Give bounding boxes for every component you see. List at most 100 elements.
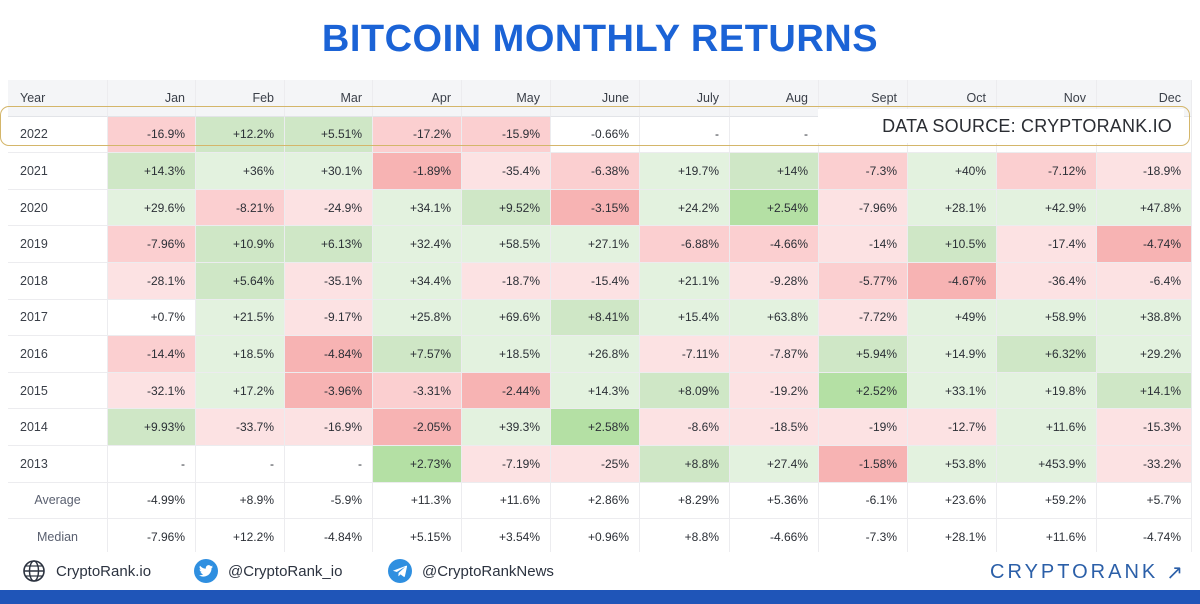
return-cell: -18.5% xyxy=(730,409,819,446)
return-cell: -28.1% xyxy=(108,263,196,300)
year-cell: 2018 xyxy=(8,263,108,300)
return-cell: +29.2% xyxy=(1097,336,1192,373)
return-cell: -14% xyxy=(819,226,908,263)
return-cell: -4.66% xyxy=(730,226,819,263)
return-cell: -8.21% xyxy=(196,189,285,227)
table-row: 2020 +29.6% -8.21% -24.9% +34.1% +9.52% -3.15%… xyxy=(8,189,1192,227)
column-header-mar: Mar xyxy=(285,80,373,117)
return-cell: -7.12% xyxy=(997,153,1097,190)
return-cell: +14.3% xyxy=(108,153,196,190)
return-cell: -7.19% xyxy=(462,446,551,483)
table-row: 2015 -32.1% +17.2% -3.96% -3.31% -2.44% +14.3%… xyxy=(8,372,1192,410)
return-cell: +49% xyxy=(908,299,997,337)
return-cell: -12.7% xyxy=(908,409,997,446)
return-cell: - xyxy=(285,446,373,483)
return-cell: +5.94% xyxy=(819,336,908,373)
return-cell: +29.6% xyxy=(108,189,196,227)
summary-cell: -7.3% xyxy=(819,519,908,556)
summary-cell: +28.1% xyxy=(908,519,997,556)
summary-cell: -4.99% xyxy=(108,482,196,520)
return-cell: +10.9% xyxy=(196,226,285,263)
return-cell: -7.87% xyxy=(730,336,819,373)
table-row: 2019 -7.96% +10.9% +6.13% +32.4% +58.5% +27.1%… xyxy=(8,226,1192,263)
return-cell: +8.41% xyxy=(551,299,640,337)
return-cell: -17.2% xyxy=(373,116,462,154)
return-cell: -9.28% xyxy=(730,263,819,300)
year-cell: 2021 xyxy=(8,153,108,190)
table-row: 2013- - - +2.73% -7.19% -25% +8.8% +27.4% -1.58%… xyxy=(8,446,1192,483)
return-cell: +7.57% xyxy=(373,336,462,373)
return-cell: -18.7% xyxy=(462,263,551,300)
return-cell: -19.2% xyxy=(730,372,819,410)
year-cell: 2016 xyxy=(8,336,108,373)
return-cell: +18.5% xyxy=(462,336,551,373)
return-cell: +5.64% xyxy=(196,263,285,300)
return-cell: -1.89% xyxy=(373,153,462,190)
return-cell: +5.51% xyxy=(285,116,373,154)
return-cell: -0.66% xyxy=(551,116,640,154)
return-cell: - xyxy=(640,116,730,154)
return-cell: -3.31% xyxy=(373,372,462,410)
return-cell: +2.58% xyxy=(551,409,640,446)
return-cell: -2.44% xyxy=(462,372,551,410)
return-cell: +6.32% xyxy=(997,336,1097,373)
return-cell: - xyxy=(108,446,196,483)
return-cell: +42.9% xyxy=(997,189,1097,227)
return-cell: +10.5% xyxy=(908,226,997,263)
return-cell: -35.4% xyxy=(462,153,551,190)
return-cell: +27.1% xyxy=(551,226,640,263)
return-cell: -35.1% xyxy=(285,263,373,300)
return-cell: +39.3% xyxy=(462,409,551,446)
return-cell: -33.2% xyxy=(1097,446,1192,483)
return-cell: +36% xyxy=(196,153,285,190)
return-cell: +15.4% xyxy=(640,299,730,337)
summary-cell: +3.54% xyxy=(462,519,551,556)
return-cell: -4.74% xyxy=(1097,226,1192,263)
return-cell: +19.8% xyxy=(997,372,1097,410)
footer-telegram-label: @CryptoRankNews xyxy=(422,562,554,580)
return-cell: +69.6% xyxy=(462,299,551,337)
data-source-note: DATA SOURCE: CRYPTORANK.IO xyxy=(818,109,1184,143)
return-cell: +63.8% xyxy=(730,299,819,337)
return-cell: -16.9% xyxy=(108,116,196,154)
return-cell: -9.17% xyxy=(285,299,373,337)
summary-cell: +8.9% xyxy=(196,482,285,520)
return-cell: +26.8% xyxy=(551,336,640,373)
footer-telegram[interactable]: @CryptoRankNews xyxy=(388,557,554,585)
summary-cell: +23.6% xyxy=(908,482,997,520)
footer-twitter[interactable]: @CryptoRank_io xyxy=(194,557,342,585)
return-cell: +14.3% xyxy=(551,372,640,410)
table-row: 2021 +14.3% +36% +30.1% -1.89% -35.4% -6.38% +1… xyxy=(8,153,1192,190)
column-header-june: June xyxy=(551,80,640,117)
brand-logo[interactable]: CRYPTORANK ↗ xyxy=(990,560,1186,585)
summary-row-average: Average -4.99% +8.9% -5.9% +11.3% +11.6% +2.86… xyxy=(8,482,1192,520)
return-cell: -14.4% xyxy=(108,336,196,373)
summary-cell: +12.2% xyxy=(196,519,285,556)
return-cell: - xyxy=(196,446,285,483)
year-cell: 2015 xyxy=(8,372,108,410)
return-cell: +21.5% xyxy=(196,299,285,337)
return-cell: +453.9% xyxy=(997,446,1097,483)
return-cell: -2.05% xyxy=(373,409,462,446)
return-cell: -32.1% xyxy=(108,372,196,410)
footer-website[interactable]: CryptoRank.io xyxy=(22,557,151,585)
return-cell: +34.4% xyxy=(373,263,462,300)
table-row: 2017 +0.7% +21.5% -9.17% +25.8% +69.6% +8.41% +… xyxy=(8,299,1192,337)
return-cell: +17.2% xyxy=(196,372,285,410)
column-header-may: May xyxy=(462,80,551,117)
return-cell: +2.54% xyxy=(730,189,819,227)
return-cell: +32.4% xyxy=(373,226,462,263)
return-cell: -5.77% xyxy=(819,263,908,300)
return-cell: -1.58% xyxy=(819,446,908,483)
return-cell: -7.96% xyxy=(819,189,908,227)
brand-wordmark: CRYPTORANK xyxy=(990,561,1159,583)
return-cell: - xyxy=(730,116,819,154)
year-cell: 2020 xyxy=(8,189,108,227)
return-cell: +28.1% xyxy=(908,189,997,227)
year-cell: 2019 xyxy=(8,226,108,263)
return-cell: -6.4% xyxy=(1097,263,1192,300)
return-cell: +9.93% xyxy=(108,409,196,446)
return-cell: +30.1% xyxy=(285,153,373,190)
return-cell: +58.9% xyxy=(997,299,1097,337)
column-header-year: Year xyxy=(8,80,108,117)
